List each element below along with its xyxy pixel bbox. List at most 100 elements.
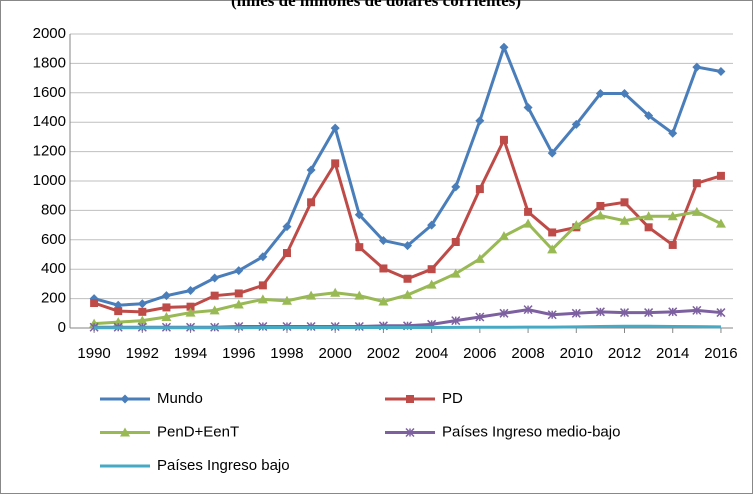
marker [596, 201, 605, 210]
marker [644, 308, 654, 318]
y-tick-label: 0 [58, 319, 66, 336]
marker [403, 241, 413, 251]
legend-label: Países Ingreso bajo [157, 457, 290, 474]
marker [667, 211, 678, 221]
legend-label: PD [442, 390, 463, 407]
marker [595, 210, 606, 220]
marker [426, 279, 437, 289]
marker [186, 286, 196, 296]
x-tick-label: 1992 [126, 345, 159, 362]
y-tick-label: 1200 [33, 143, 66, 160]
x-tick-label: 1998 [270, 345, 303, 362]
x-tick-label: 2010 [560, 345, 593, 362]
x-tick-label: 2016 [704, 345, 737, 362]
marker [379, 264, 388, 273]
marker [498, 231, 509, 241]
y-tick-label: 200 [41, 290, 66, 307]
marker [90, 299, 99, 308]
marker [595, 307, 605, 317]
marker [644, 223, 653, 232]
marker [668, 240, 677, 249]
marker [234, 289, 243, 298]
marker [161, 311, 172, 321]
marker [499, 42, 509, 52]
marker [185, 307, 196, 317]
marker [210, 291, 219, 300]
legend-marker [120, 427, 130, 437]
marker [499, 135, 508, 144]
marker [619, 308, 630, 318]
marker [161, 291, 171, 301]
x-tick-label: 1994 [174, 345, 207, 362]
marker [571, 220, 582, 230]
marker [620, 198, 629, 207]
legend-marker [406, 395, 414, 403]
marker [571, 308, 581, 318]
y-tick-label: 1000 [33, 172, 66, 189]
marker [450, 268, 461, 278]
marker [210, 273, 220, 283]
marker [186, 302, 195, 311]
x-tick-label: 2000 [319, 345, 352, 362]
marker [668, 128, 678, 138]
marker [451, 182, 461, 192]
y-tick-label: 400 [41, 260, 66, 277]
marker [523, 305, 533, 315]
series-line [94, 324, 721, 330]
marker [451, 238, 460, 247]
marker [716, 171, 725, 180]
marker [523, 218, 534, 228]
marker [257, 294, 268, 304]
marker [378, 236, 388, 246]
legend-marker [120, 394, 130, 404]
y-tick-label: 800 [41, 201, 66, 218]
marker [548, 228, 557, 237]
marker [474, 253, 485, 263]
marker [499, 308, 509, 318]
chart-subtitle: (miles de millones de dólares corrientes… [231, 0, 521, 10]
marker [355, 243, 364, 252]
y-tick-label: 1800 [33, 54, 66, 71]
marker [716, 308, 726, 318]
marker [306, 290, 317, 300]
marker [475, 312, 485, 322]
marker [571, 119, 581, 129]
x-tick-label: 2004 [415, 345, 448, 362]
marker [595, 89, 605, 99]
marker [620, 89, 630, 99]
marker [524, 207, 533, 216]
marker [402, 289, 413, 299]
marker [162, 303, 171, 312]
marker [692, 62, 702, 72]
legend-label: PenD+EenT [157, 423, 239, 440]
marker [427, 220, 437, 230]
marker [668, 307, 678, 317]
marker [691, 206, 702, 216]
marker [258, 252, 268, 262]
y-tick-label: 1600 [33, 84, 66, 101]
marker [137, 299, 147, 309]
y-tick-label: 600 [41, 231, 66, 248]
marker [692, 179, 701, 188]
marker [258, 281, 267, 290]
marker [547, 310, 557, 320]
marker [114, 307, 123, 316]
x-tick-label: 2014 [656, 345, 689, 362]
marker [234, 266, 244, 276]
y-tick-label: 2000 [33, 25, 66, 42]
marker [451, 316, 461, 326]
y-tick-label: 1400 [33, 113, 66, 130]
marker [547, 244, 558, 254]
marker [715, 218, 726, 228]
legend-label: Mundo [157, 390, 203, 407]
marker [619, 215, 630, 225]
marker [233, 299, 244, 309]
marker [138, 307, 147, 316]
marker [378, 296, 389, 306]
marker [331, 159, 340, 168]
marker [281, 295, 292, 305]
marker [282, 222, 292, 232]
marker [475, 116, 485, 126]
marker [306, 165, 316, 175]
x-tick-label: 2002 [367, 345, 400, 362]
